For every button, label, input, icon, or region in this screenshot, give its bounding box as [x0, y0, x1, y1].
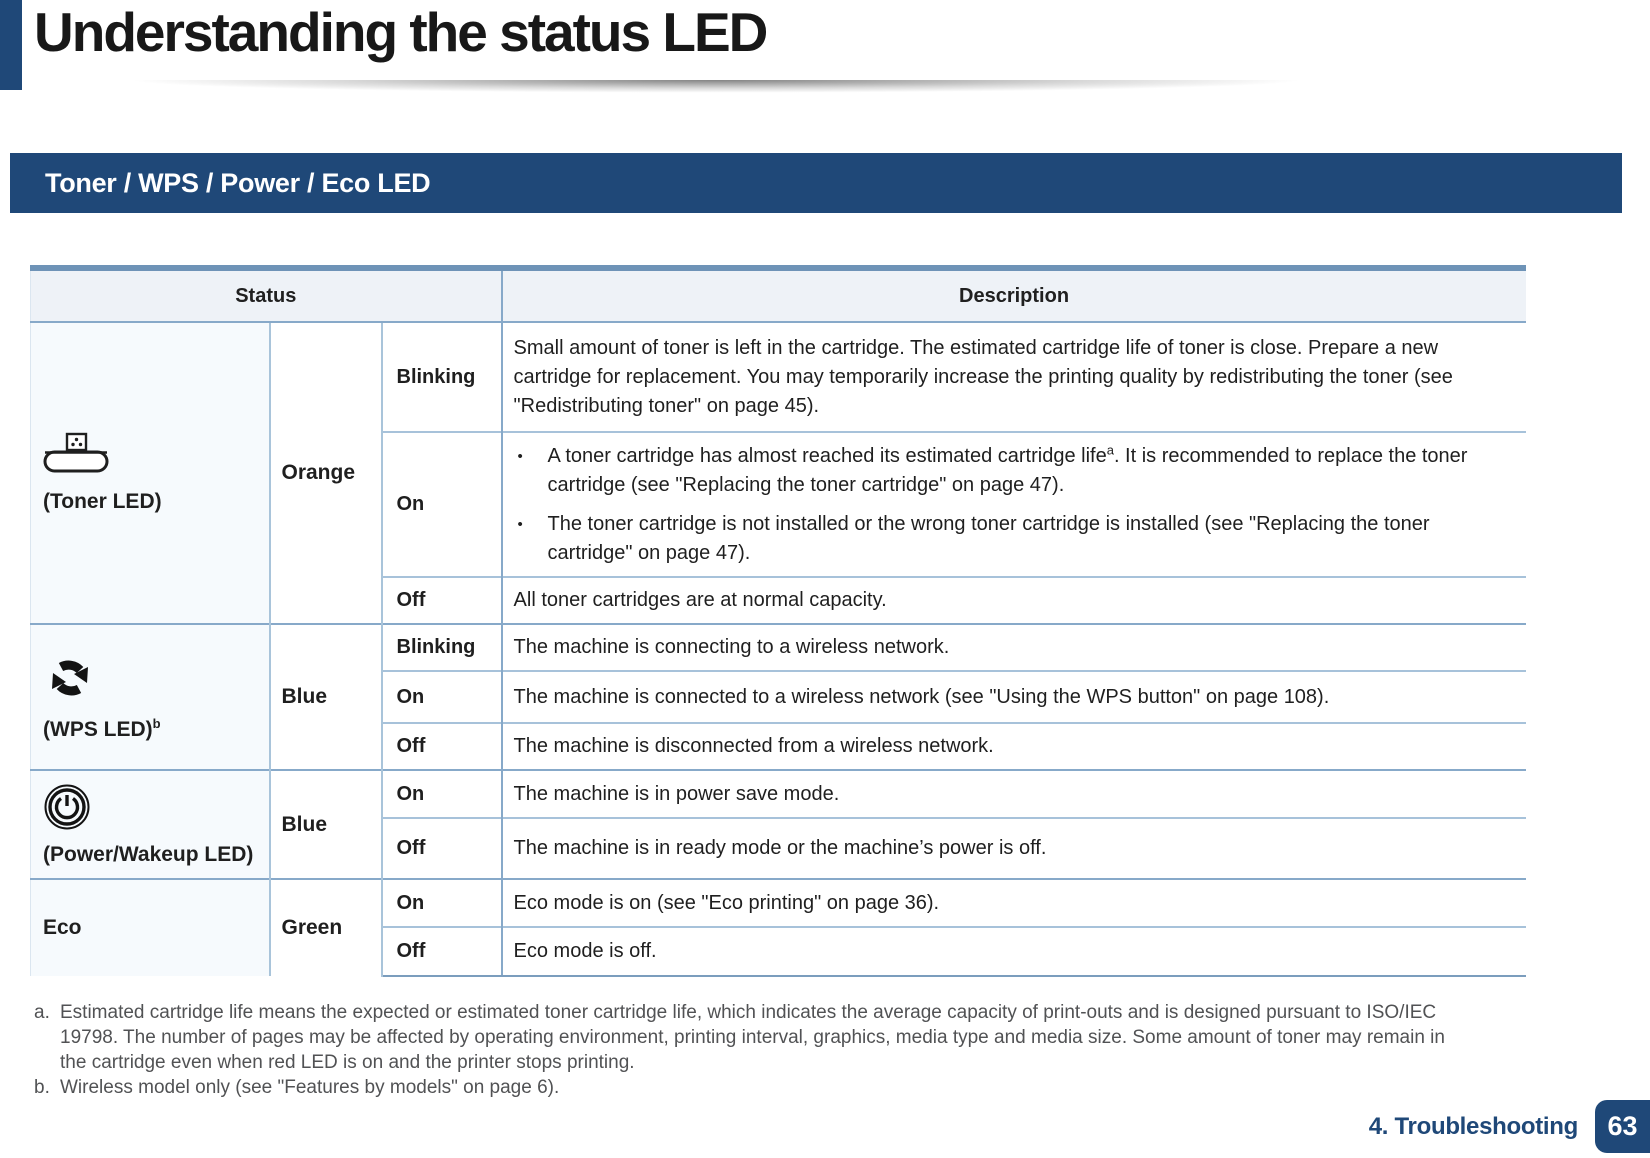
- state-cell: On: [381, 769, 503, 818]
- description-cell: The machine is connecting to a wireless …: [501, 623, 1526, 671]
- title-underline-shadow: [12, 80, 1510, 97]
- wps-color-cell: Blue: [269, 623, 383, 770]
- bullet-item: • The toner cartridge is not installed o…: [514, 510, 1510, 568]
- description-cell: The machine is in ready mode or the mach…: [501, 817, 1526, 879]
- description-cell: All toner cartridges are at normal capac…: [501, 576, 1526, 624]
- bullet-item: • A toner cartridge has almost reached i…: [514, 442, 1510, 500]
- eco-color-cell: Green: [269, 878, 383, 976]
- table-row: (Toner LED) Orange Blinking Small amount…: [30, 322, 1526, 624]
- footnotes: a. Estimated cartridge life means the ex…: [34, 1000, 1470, 1100]
- state-cell: Off: [381, 926, 503, 977]
- power-led-cell: (Power/Wakeup LED): [30, 769, 271, 879]
- state-cell: On: [381, 670, 503, 723]
- power-icon: [44, 784, 90, 829]
- toner-cartridge-icon: [43, 432, 109, 473]
- eco-led-label: Eco: [43, 916, 82, 939]
- bullet-icon: •: [517, 515, 523, 533]
- toner-led-label: (Toner LED): [43, 490, 162, 513]
- page-title: Understanding the status LED: [34, 1, 768, 63]
- table-row: (WPS LED)b Blue Blinking The machine is …: [30, 623, 1526, 770]
- table-row: Off The machine is disconnected from a w…: [31, 722, 1526, 770]
- section-header: Toner / WPS / Power / Eco LED: [10, 153, 1622, 213]
- wps-icon: [52, 660, 88, 696]
- description-cell: The machine is in power save mode.: [501, 769, 1526, 818]
- state-cell: Blinking: [381, 623, 503, 671]
- wps-led-cell: (WPS LED)b: [30, 623, 271, 770]
- table-row: On • A toner cartridge has almost reache…: [31, 431, 1526, 577]
- table-row: Off The machine is in ready mode or the …: [31, 817, 1526, 879]
- column-header-status: Status: [30, 268, 503, 323]
- status-led-table: Status Description: [30, 265, 1526, 977]
- footnote-b: b. Wireless model only (see "Features by…: [34, 1077, 560, 1098]
- state-cell: Off: [381, 576, 503, 624]
- state-cell: On: [381, 878, 503, 927]
- bullet-icon: •: [517, 447, 523, 465]
- table-row: Eco Green On Eco mode is on (see "Eco pr…: [30, 878, 1526, 976]
- description-cell: The machine is disconnected from a wirel…: [501, 722, 1526, 770]
- state-cell: Off: [381, 817, 503, 879]
- description-cell: • A toner cartridge has almost reached i…: [501, 431, 1526, 577]
- wps-led-label: (WPS LED)b: [43, 716, 161, 741]
- column-header-description: Description: [501, 268, 1526, 323]
- eco-led-cell: Eco: [30, 878, 271, 976]
- description-cell: Eco mode is on (see "Eco printing" on pa…: [501, 878, 1526, 927]
- table-row: (Power/Wakeup LED) Blue On The machine i…: [30, 769, 1526, 879]
- description-cell: Eco mode is off.: [501, 926, 1526, 977]
- state-cell: Blinking: [381, 322, 503, 432]
- title-accent-bar: [0, 0, 22, 90]
- power-color-cell: Blue: [269, 769, 383, 879]
- table-row: On The machine is connected to a wireles…: [31, 670, 1526, 723]
- footnote-a: a. Estimated cartridge life means the ex…: [34, 1002, 1445, 1073]
- toner-color-cell: Orange: [269, 322, 383, 624]
- section-title: Toner / WPS / Power / Eco LED: [45, 167, 431, 198]
- toner-led-cell: (Toner LED): [30, 322, 271, 624]
- page-number: 63: [1607, 1111, 1638, 1141]
- chapter-label: 4. Troubleshooting: [1368, 1112, 1579, 1140]
- table-row: Off Eco mode is off.: [31, 926, 1526, 977]
- power-led-label: (Power/Wakeup LED): [43, 842, 254, 866]
- table-row: Off All toner cartridges are at normal c…: [31, 576, 1526, 624]
- description-cell: The machine is connected to a wireless n…: [501, 670, 1526, 723]
- state-cell: On: [381, 431, 503, 577]
- state-cell: Off: [381, 722, 503, 770]
- description-cell: Small amount of toner is left in the car…: [513, 336, 1453, 417]
- page-number-badge: 63: [1595, 1100, 1650, 1153]
- page-footer: 4. Troubleshooting 63: [1369, 1100, 1650, 1153]
- table-header-row: Status Description: [30, 268, 1526, 323]
